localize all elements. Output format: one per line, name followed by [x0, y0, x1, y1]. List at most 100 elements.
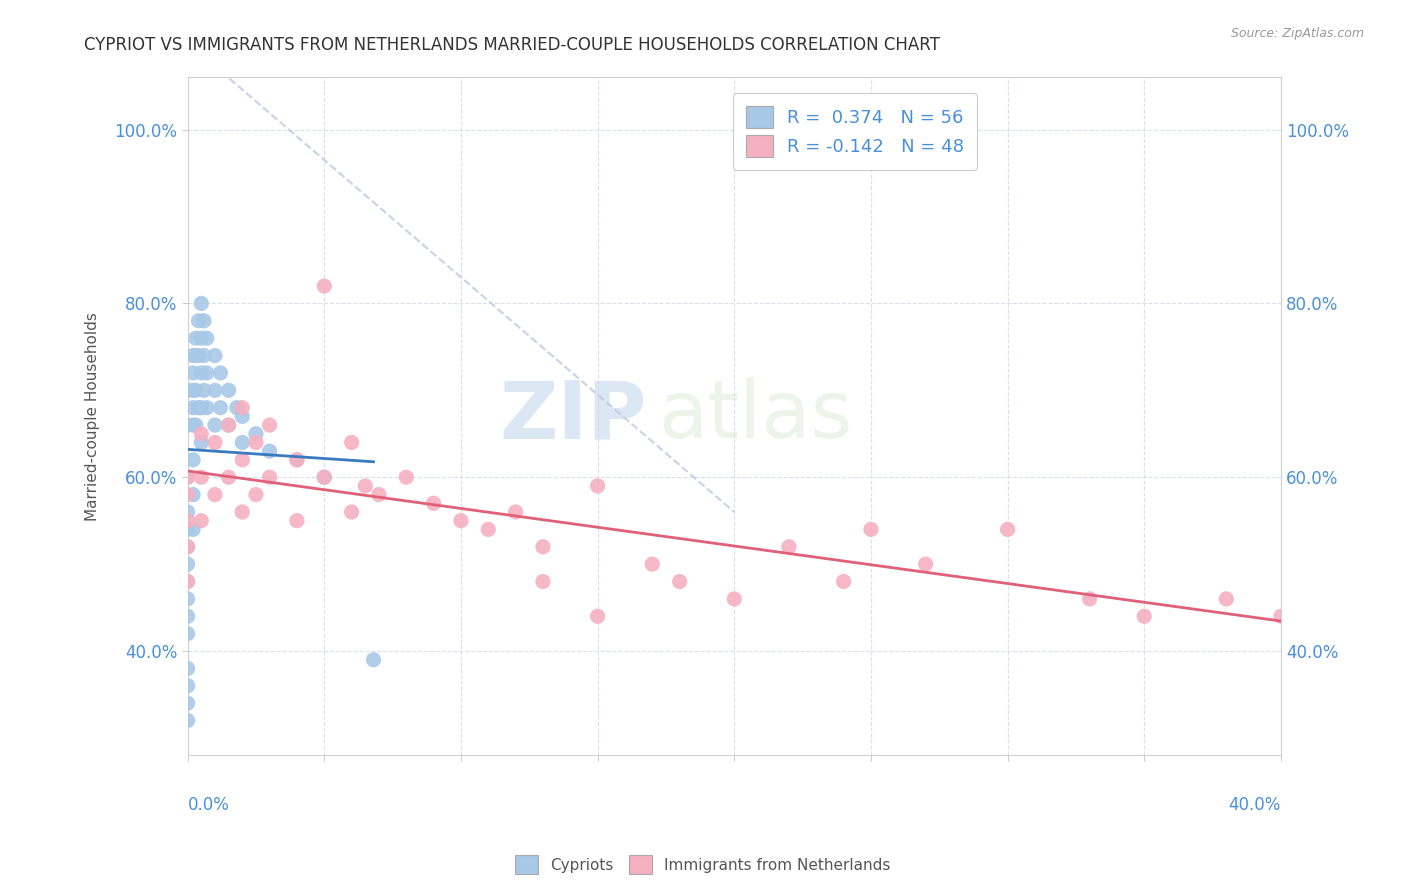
Y-axis label: Married-couple Households: Married-couple Households	[86, 312, 100, 521]
Point	[176, 626, 198, 640]
Point	[204, 384, 226, 398]
Point	[218, 470, 240, 484]
Point	[187, 314, 209, 328]
Point	[176, 609, 198, 624]
Point	[314, 279, 336, 293]
Point	[395, 470, 418, 484]
Point	[176, 488, 198, 502]
Point	[259, 470, 281, 484]
Point	[668, 574, 690, 589]
Point	[245, 426, 267, 441]
Point	[450, 514, 472, 528]
Point	[204, 488, 226, 502]
Text: atlas: atlas	[658, 377, 852, 456]
Point	[314, 470, 336, 484]
Point	[176, 540, 198, 554]
Text: 40.0%: 40.0%	[1229, 796, 1281, 814]
Point	[190, 426, 212, 441]
Point	[225, 401, 247, 415]
Point	[187, 401, 209, 415]
Point	[285, 453, 308, 467]
Point	[245, 435, 267, 450]
Point	[190, 331, 212, 345]
Point	[190, 470, 212, 484]
Point	[231, 453, 253, 467]
Point	[209, 401, 232, 415]
Point	[176, 696, 198, 710]
Point	[181, 366, 204, 380]
Point	[204, 435, 226, 450]
Point	[997, 522, 1019, 536]
Point	[176, 714, 198, 728]
Point	[181, 488, 204, 502]
Point	[181, 401, 204, 415]
Point	[184, 349, 207, 363]
Point	[285, 514, 308, 528]
Point	[176, 574, 198, 589]
Point	[505, 505, 527, 519]
Text: CYPRIOT VS IMMIGRANTS FROM NETHERLANDS MARRIED-COUPLE HOUSEHOLDS CORRELATION CHA: CYPRIOT VS IMMIGRANTS FROM NETHERLANDS M…	[84, 36, 941, 54]
Point	[531, 540, 554, 554]
Point	[218, 418, 240, 433]
Point	[531, 574, 554, 589]
Point	[176, 514, 198, 528]
Point	[363, 653, 385, 667]
Point	[195, 401, 218, 415]
Point	[422, 496, 444, 510]
Point	[181, 384, 204, 398]
Point	[285, 453, 308, 467]
Point	[190, 435, 212, 450]
Point	[914, 557, 936, 571]
Point	[176, 470, 198, 484]
Point	[176, 557, 198, 571]
Point	[586, 479, 609, 493]
Point	[209, 366, 232, 380]
Text: 0.0%: 0.0%	[187, 796, 229, 814]
Point	[195, 366, 218, 380]
Point	[193, 349, 215, 363]
Point	[184, 418, 207, 433]
Point	[832, 574, 855, 589]
Point	[1133, 609, 1156, 624]
Text: ZIP: ZIP	[499, 377, 647, 456]
Point	[193, 384, 215, 398]
Point	[204, 418, 226, 433]
Point	[176, 470, 198, 484]
Point	[245, 488, 267, 502]
Point	[218, 384, 240, 398]
Point	[340, 505, 363, 519]
Point	[723, 591, 745, 606]
Point	[195, 331, 218, 345]
Point	[181, 349, 204, 363]
Point	[641, 557, 664, 571]
Point	[184, 331, 207, 345]
Point	[204, 349, 226, 363]
Legend: R =  0.374   N = 56, R = -0.142   N = 48: R = 0.374 N = 56, R = -0.142 N = 48	[733, 94, 977, 169]
Text: Source: ZipAtlas.com: Source: ZipAtlas.com	[1230, 27, 1364, 40]
Point	[314, 470, 336, 484]
Point	[190, 401, 212, 415]
Point	[184, 384, 207, 398]
Point	[176, 661, 198, 675]
Point	[176, 384, 198, 398]
Point	[477, 522, 499, 536]
Point	[176, 522, 198, 536]
Point	[181, 418, 204, 433]
Point	[1270, 609, 1292, 624]
Point	[778, 540, 800, 554]
Point	[218, 418, 240, 433]
Point	[181, 453, 204, 467]
Point	[176, 505, 198, 519]
Point	[1078, 591, 1101, 606]
Point	[187, 349, 209, 363]
Point	[176, 591, 198, 606]
Point	[259, 418, 281, 433]
Point	[368, 488, 391, 502]
Point	[859, 522, 882, 536]
Point	[259, 444, 281, 458]
Point	[193, 314, 215, 328]
Point	[1215, 591, 1237, 606]
Legend: Cypriots, Immigrants from Netherlands: Cypriots, Immigrants from Netherlands	[509, 849, 897, 880]
Point	[190, 296, 212, 310]
Point	[181, 522, 204, 536]
